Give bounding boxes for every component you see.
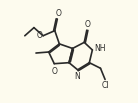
Text: O: O [37, 31, 43, 40]
Text: NH: NH [95, 44, 106, 53]
Text: O: O [55, 9, 61, 18]
Text: N: N [74, 72, 80, 81]
Text: O: O [51, 67, 57, 75]
Text: O: O [85, 20, 91, 29]
Text: Cl: Cl [102, 81, 109, 90]
